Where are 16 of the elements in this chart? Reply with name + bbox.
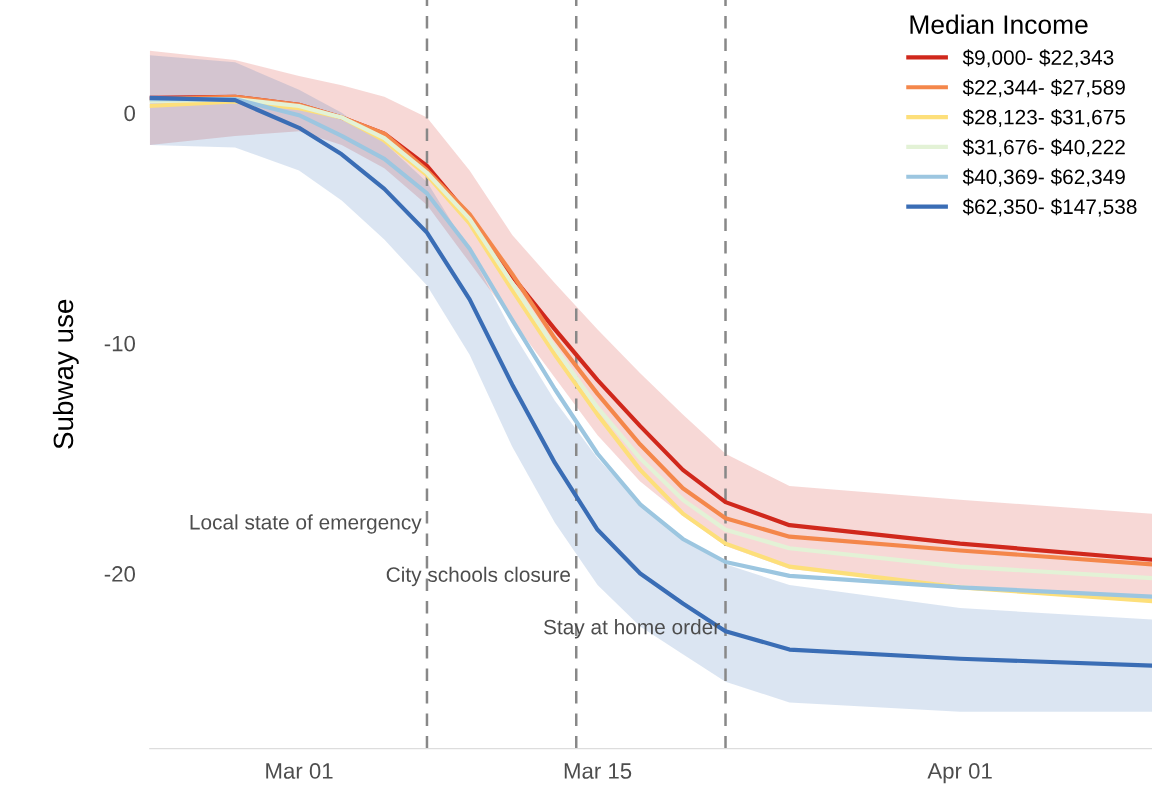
y-tick-label: -20 bbox=[104, 566, 136, 582]
y-tick-label: -10 bbox=[104, 335, 136, 352]
ref-line-label: Local state of emergency bbox=[190, 514, 422, 534]
legend-label: $31,676- $40,222 bbox=[962, 138, 1125, 157]
y-axis-title: Subway use bbox=[52, 299, 79, 449]
legend-label: $62,350- $147,538 bbox=[962, 198, 1137, 217]
legend-label: $28,123- $31,675 bbox=[962, 108, 1125, 128]
y-tick-label: 0 bbox=[124, 105, 135, 122]
x-tick-label: Mar 15 bbox=[564, 763, 632, 779]
legend-label: $40,369- $62,349 bbox=[962, 168, 1125, 187]
legend-title: Median Income bbox=[910, 14, 1088, 34]
x-tick-label: Mar 01 bbox=[266, 763, 333, 779]
ref-line-label: City schools closure bbox=[386, 566, 570, 587]
legend-label: $9,000- $22,343 bbox=[962, 49, 1114, 68]
x-tick-label: Apr 01 bbox=[927, 763, 992, 784]
legend-label: $22,344- $27,589 bbox=[962, 79, 1125, 98]
